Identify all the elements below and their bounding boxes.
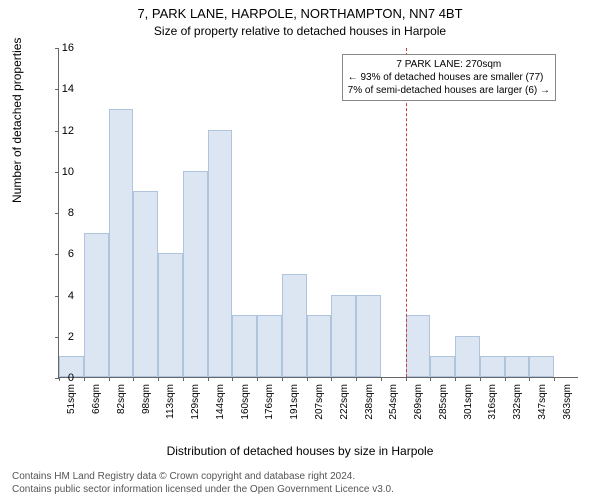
x-tick-mark (505, 377, 506, 381)
x-tick-mark (133, 377, 134, 381)
histogram-bar (480, 356, 505, 377)
x-tick-mark (282, 377, 283, 381)
x-tick-label: 191sqm (289, 384, 300, 420)
x-tick-label: 144sqm (215, 384, 226, 420)
x-tick-label: 254sqm (388, 384, 399, 420)
info-box: 7 PARK LANE: 270sqm← 93% of detached hou… (342, 54, 556, 101)
y-tick-label: 14 (62, 83, 74, 95)
x-tick-mark (307, 377, 308, 381)
y-tick-label: 2 (68, 331, 74, 343)
info-box-line: 7 PARK LANE: 270sqm (348, 58, 550, 71)
y-tick-label: 10 (62, 166, 74, 178)
histogram-bar (232, 315, 257, 377)
y-tick-mark (55, 172, 59, 173)
histogram-bar (505, 356, 530, 377)
y-tick-label: 8 (68, 207, 74, 219)
x-tick-mark (232, 377, 233, 381)
y-tick-mark (55, 131, 59, 132)
histogram-bar (282, 274, 307, 377)
histogram-bar (158, 253, 183, 377)
x-tick-label: 347sqm (537, 384, 548, 420)
x-tick-label: 238sqm (364, 384, 375, 420)
histogram-bar (208, 130, 233, 378)
histogram-bar (183, 171, 208, 377)
x-tick-label: 301sqm (463, 384, 474, 420)
x-tick-label: 129sqm (190, 384, 201, 420)
x-tick-label: 269sqm (413, 384, 424, 420)
x-tick-label: 51sqm (66, 384, 77, 414)
x-tick-mark (59, 377, 60, 381)
histogram-bar (133, 191, 158, 377)
x-tick-mark (158, 377, 159, 381)
x-tick-mark (430, 377, 431, 381)
x-tick-mark (109, 377, 110, 381)
x-tick-label: 222sqm (339, 384, 350, 420)
x-tick-mark (480, 377, 481, 381)
histogram-bar (257, 315, 282, 377)
x-tick-label: 98sqm (141, 384, 152, 414)
histogram-bar (307, 315, 332, 377)
x-tick-label: 113sqm (165, 384, 176, 419)
histogram-bar (356, 295, 381, 378)
x-tick-mark (554, 377, 555, 381)
footer-line-1: Contains HM Land Registry data © Crown c… (12, 470, 394, 483)
histogram-bar (406, 315, 431, 377)
x-tick-mark (331, 377, 332, 381)
chart-title: 7, PARK LANE, HARPOLE, NORTHAMPTON, NN7 … (0, 6, 600, 21)
y-tick-label: 0 (68, 372, 74, 384)
histogram-bar (331, 295, 356, 378)
histogram-bar (455, 336, 480, 377)
x-tick-mark (381, 377, 382, 381)
y-tick-label: 4 (68, 290, 74, 302)
x-tick-mark (406, 377, 407, 381)
y-tick-mark (55, 254, 59, 255)
y-tick-mark (55, 296, 59, 297)
histogram-bar (529, 356, 554, 377)
x-tick-mark (356, 377, 357, 381)
x-tick-label: 316sqm (487, 384, 498, 420)
y-tick-label: 6 (68, 248, 74, 260)
y-axis-label: Number of detached properties (10, 38, 24, 203)
x-tick-label: 82sqm (116, 384, 127, 414)
y-tick-label: 16 (62, 42, 74, 54)
histogram-bar (109, 109, 134, 377)
x-tick-mark (257, 377, 258, 381)
x-tick-label: 332sqm (512, 384, 523, 420)
x-tick-mark (183, 377, 184, 381)
y-tick-mark (55, 48, 59, 49)
plot-area: 7 PARK LANE: 270sqm← 93% of detached hou… (58, 48, 578, 378)
info-box-line: ← 93% of detached houses are smaller (77… (348, 71, 550, 84)
x-tick-mark (84, 377, 85, 381)
histogram-bar (84, 233, 109, 377)
y-tick-mark (55, 89, 59, 90)
x-tick-label: 285sqm (438, 384, 449, 420)
chart-subtitle: Size of property relative to detached ho… (0, 24, 600, 38)
x-tick-label: 363sqm (562, 384, 573, 420)
x-tick-label: 176sqm (264, 384, 275, 420)
histogram-chart: 7, PARK LANE, HARPOLE, NORTHAMPTON, NN7 … (0, 0, 600, 500)
x-tick-label: 160sqm (240, 384, 251, 420)
footer-line-2: Contains public sector information licen… (12, 483, 394, 496)
info-box-line: 7% of semi-detached houses are larger (6… (348, 84, 550, 97)
x-tick-label: 66sqm (91, 384, 102, 414)
x-tick-mark (455, 377, 456, 381)
y-tick-label: 12 (62, 125, 74, 137)
y-tick-mark (55, 213, 59, 214)
x-axis-label: Distribution of detached houses by size … (0, 444, 600, 458)
y-tick-mark (55, 337, 59, 338)
x-tick-mark (208, 377, 209, 381)
histogram-bar (430, 356, 455, 377)
footer-attribution: Contains HM Land Registry data © Crown c… (12, 470, 394, 496)
x-tick-label: 207sqm (314, 384, 325, 420)
x-tick-mark (529, 377, 530, 381)
